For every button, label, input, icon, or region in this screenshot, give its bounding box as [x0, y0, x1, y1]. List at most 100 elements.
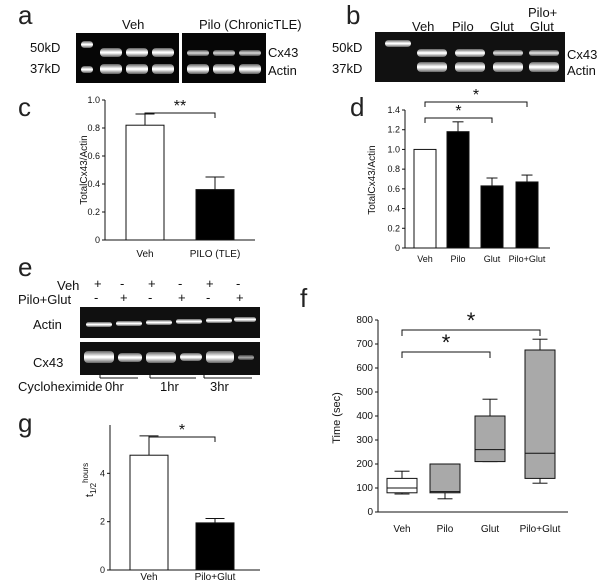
- bar-g-0: [129, 454, 169, 571]
- significance-label-f-0: *: [442, 330, 451, 355]
- x-category-label-d-3: Pilo+Glut: [509, 254, 546, 264]
- bar-c-1: [195, 189, 235, 241]
- marker-37kd: 37kD: [30, 61, 61, 76]
- lane-label-pilo-plus: Pilo+: [528, 5, 558, 20]
- bar-d-3: [515, 181, 539, 249]
- y-tick-label-f-3: 300: [356, 435, 373, 446]
- pilo-glut-sign-4: -: [206, 290, 211, 305]
- box-f-2: [474, 415, 506, 463]
- panel-letter-a: a: [18, 0, 33, 30]
- row-label-veh: Veh: [57, 278, 80, 293]
- y-tick-label-f-5: 500: [356, 387, 373, 398]
- panel-letter-b: b: [346, 0, 361, 30]
- panel-letter-g: g: [18, 408, 33, 438]
- y-axis-label-d: TotalCx43/Actin: [367, 145, 378, 214]
- time-label-0hr: 0hr: [105, 379, 124, 394]
- significance-label-d-1: *: [473, 87, 479, 104]
- y-tick-label-d-5: 1.0: [387, 144, 400, 154]
- y-tick-label-d-3: 0.6: [387, 184, 400, 194]
- x-category-label-g-1: Pilo+Glut: [195, 572, 236, 580]
- pilo-glut-sign-1: +: [120, 290, 128, 305]
- significance-bracket-d-0: [424, 117, 493, 123]
- significance-bracket-g-0: [148, 436, 216, 442]
- significance-label-c-0: **: [174, 98, 186, 115]
- lane-label-glut-2: Glut: [530, 19, 554, 34]
- y-tick-label-d-2: 0.4: [387, 204, 400, 214]
- pilo-glut-sign-5: +: [236, 290, 244, 305]
- marker-50kd-b: 50kD: [332, 40, 363, 55]
- veh-sign-4: +: [206, 276, 214, 291]
- group-label-pilo: Pilo (ChronicTLE): [199, 17, 302, 32]
- panel-letter-f: f: [300, 283, 308, 313]
- box-f-1: [429, 463, 461, 494]
- bar-d-1: [446, 131, 470, 249]
- significance-bracket-f-0: [401, 351, 491, 358]
- y-tick-label-g-0: 0: [100, 565, 105, 575]
- bar-d-0: [413, 148, 437, 249]
- veh-sign-1: -: [120, 276, 125, 291]
- box-f-0: [386, 477, 418, 494]
- band-label-cx43-e: Cx43: [33, 355, 64, 370]
- panel-letter-e: e: [18, 252, 33, 282]
- y-axis-label-f: Time (sec): [331, 392, 343, 444]
- pilo-glut-sign-2: -: [148, 290, 153, 305]
- x-category-label-d-1: Pilo: [450, 254, 465, 264]
- lane-label-veh: Veh: [412, 19, 435, 34]
- x-category-label-c-1: PILO (TLE): [190, 249, 241, 260]
- gel-image-actin: [80, 307, 260, 338]
- panel-letter-d: d: [350, 92, 365, 122]
- x-category-label-g-0: Veh: [140, 572, 157, 580]
- veh-sign-2: +: [148, 276, 156, 291]
- time-label-1hr: 1hr: [160, 379, 179, 394]
- bar-d-2: [480, 185, 504, 249]
- lane-label-pilo: Pilo: [452, 19, 474, 34]
- gel-image-right: [182, 33, 266, 83]
- y-tick-label-f-0: 0: [367, 507, 373, 518]
- pilo-glut-sign-0: -: [94, 290, 99, 305]
- y-tick-label-d-4: 0.8: [387, 164, 400, 174]
- x-category-label-f-1: Pilo: [437, 524, 454, 535]
- y-tick-label-c-0: 0: [95, 235, 100, 245]
- y-tick-label-c-2: 0.4: [87, 179, 100, 189]
- significance-label-f-1: *: [467, 308, 476, 333]
- y-tick-label-g-2: 4: [100, 468, 105, 478]
- significance-bracket-d-1: [424, 101, 528, 107]
- y-tick-label-f-7: 700: [356, 339, 373, 350]
- y-tick-label-f-1: 100: [356, 483, 373, 494]
- y-tick-label-f-8: 800: [356, 315, 373, 326]
- y-tick-label-c-5: 1.0: [87, 95, 100, 105]
- band-label-actin: Actin: [268, 63, 297, 78]
- band-label-actin-e: Actin: [33, 317, 62, 332]
- x-category-label-d-2: Glut: [484, 254, 501, 264]
- significance-bracket-f-1: [401, 329, 541, 336]
- y-tick-label-d-7: 1.4: [387, 105, 400, 115]
- pilo-glut-sign-3: +: [178, 290, 186, 305]
- y-tick-label-d-6: 1.2: [387, 125, 400, 135]
- y-tick-label-f-4: 400: [356, 411, 373, 422]
- y-tick-label-d-1: 0.2: [387, 223, 400, 233]
- time-label-3hr: 3hr: [210, 379, 229, 394]
- marker-37kd-b: 37kD: [332, 61, 363, 76]
- y-tick-label-c-1: 0.2: [87, 207, 100, 217]
- x-category-label-f-2: Glut: [481, 524, 500, 535]
- y-tick-label-d-0: 0: [395, 243, 400, 253]
- significance-label-g-0: *: [179, 422, 185, 439]
- bar-g-1: [195, 522, 235, 571]
- row-label-pilo-glut: Pilo+Glut: [18, 292, 72, 307]
- bar-c-0: [125, 124, 165, 241]
- gel-image-left: [76, 33, 179, 83]
- band-label-cx43: Cx43: [268, 45, 299, 60]
- lane-label-glut: Glut: [490, 19, 514, 34]
- y-tick-label-f-6: 600: [356, 363, 373, 374]
- veh-sign-5: -: [236, 276, 241, 291]
- box-f-3: [524, 349, 556, 479]
- y-axis-label-g: t1/2hours: [81, 463, 98, 497]
- x-category-label-c-0: Veh: [136, 249, 153, 260]
- x-category-label-f-3: Pilo+Glut: [520, 524, 561, 535]
- panel-letter-c: c: [18, 92, 31, 122]
- gel-image-b: [375, 32, 565, 82]
- y-tick-label-g-1: 2: [100, 517, 105, 527]
- band-label-actin-b: Actin: [567, 63, 596, 78]
